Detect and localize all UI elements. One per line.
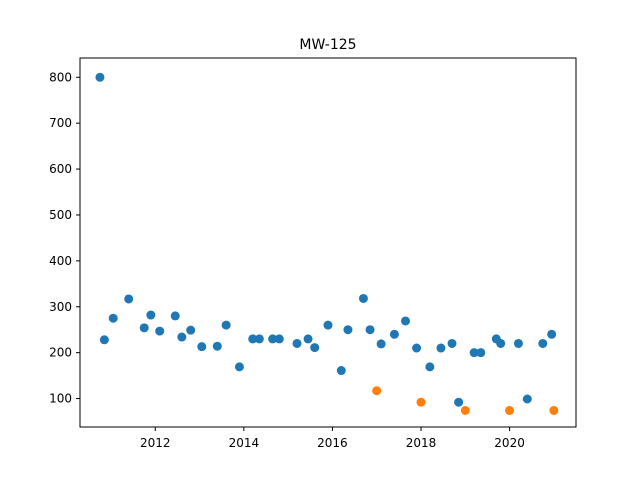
- data-point-s1-4: [549, 405, 559, 415]
- data-point-s0-39: [522, 394, 532, 404]
- data-point-s0-34: [469, 348, 479, 358]
- data-point-s0-37: [496, 338, 506, 348]
- chart-title: MW-125: [299, 37, 356, 53]
- data-point-s0-11: [212, 341, 222, 351]
- y-tick-label: 700: [49, 116, 72, 130]
- x-tick-label: 2014: [229, 436, 260, 450]
- data-point-s0-3: [124, 294, 134, 304]
- x-tick-label: 2016: [317, 436, 348, 450]
- axes: 2012 2014 2016 2018 2020 100 200 300 400 500 600 70…: [49, 57, 577, 450]
- data-point-s0-10: [197, 342, 207, 352]
- data-point-s0-5: [146, 310, 156, 320]
- data-point-s0-0: [95, 72, 105, 82]
- data-point-s0-22: [336, 366, 346, 376]
- y-tick-label: 500: [49, 208, 72, 222]
- data-point-s0-19: [303, 334, 313, 344]
- plot-frame: [79, 57, 577, 428]
- y-tick-label: 400: [49, 254, 72, 268]
- data-point-s0-7: [170, 311, 180, 321]
- data-point-s0-40: [538, 338, 548, 348]
- data-point-s0-32: [447, 338, 457, 348]
- data-point-s0-38: [513, 338, 523, 348]
- data-point-s0-24: [358, 293, 368, 303]
- y-tick-label: 800: [49, 70, 72, 84]
- data-point-s0-16: [268, 334, 278, 344]
- data-point-s1-1: [416, 397, 426, 407]
- data-point-s1-0: [372, 386, 382, 396]
- data-point-s0-28: [401, 316, 410, 326]
- data-point-s0-15: [254, 334, 264, 344]
- x-tick-label: 2012: [140, 436, 171, 450]
- data-point-s0-25: [365, 325, 375, 335]
- data-point-s1-3: [505, 405, 515, 415]
- y-tick-label: 300: [49, 300, 72, 314]
- y-tick-label: 200: [49, 346, 72, 360]
- data-point-s0-20: [310, 343, 320, 353]
- data-point-s0-33: [454, 397, 464, 407]
- data-point-s0-18: [292, 338, 302, 348]
- x-tick-label: 2018: [406, 436, 437, 450]
- data-point-s0-17: [274, 334, 284, 344]
- data-point-s0-8: [177, 332, 187, 342]
- data-point-s0-13: [234, 362, 244, 372]
- data-point-s0-14: [248, 334, 258, 344]
- data-point-s0-30: [425, 362, 435, 372]
- data-point-s1-2: [460, 405, 470, 415]
- data-point-s0-31: [436, 343, 446, 353]
- data-points: [95, 72, 559, 415]
- data-point-s0-21: [323, 320, 333, 330]
- data-point-s0-12: [221, 320, 231, 330]
- data-point-s0-2: [108, 313, 118, 323]
- data-point-s0-29: [412, 343, 422, 353]
- data-point-s0-9: [186, 325, 196, 335]
- data-point-s0-4: [139, 323, 149, 333]
- data-point-s0-26: [376, 339, 386, 349]
- data-point-s0-6: [155, 326, 165, 336]
- data-point-s0-41: [547, 329, 557, 339]
- data-point-s0-27: [389, 329, 399, 339]
- data-point-s0-35: [476, 348, 486, 358]
- y-tick-label: 100: [49, 392, 72, 406]
- x-tick-label: 2020: [494, 436, 525, 450]
- data-point-s0-1: [99, 335, 109, 345]
- data-point-s0-23: [343, 325, 353, 335]
- y-tick-label: 600: [49, 162, 72, 176]
